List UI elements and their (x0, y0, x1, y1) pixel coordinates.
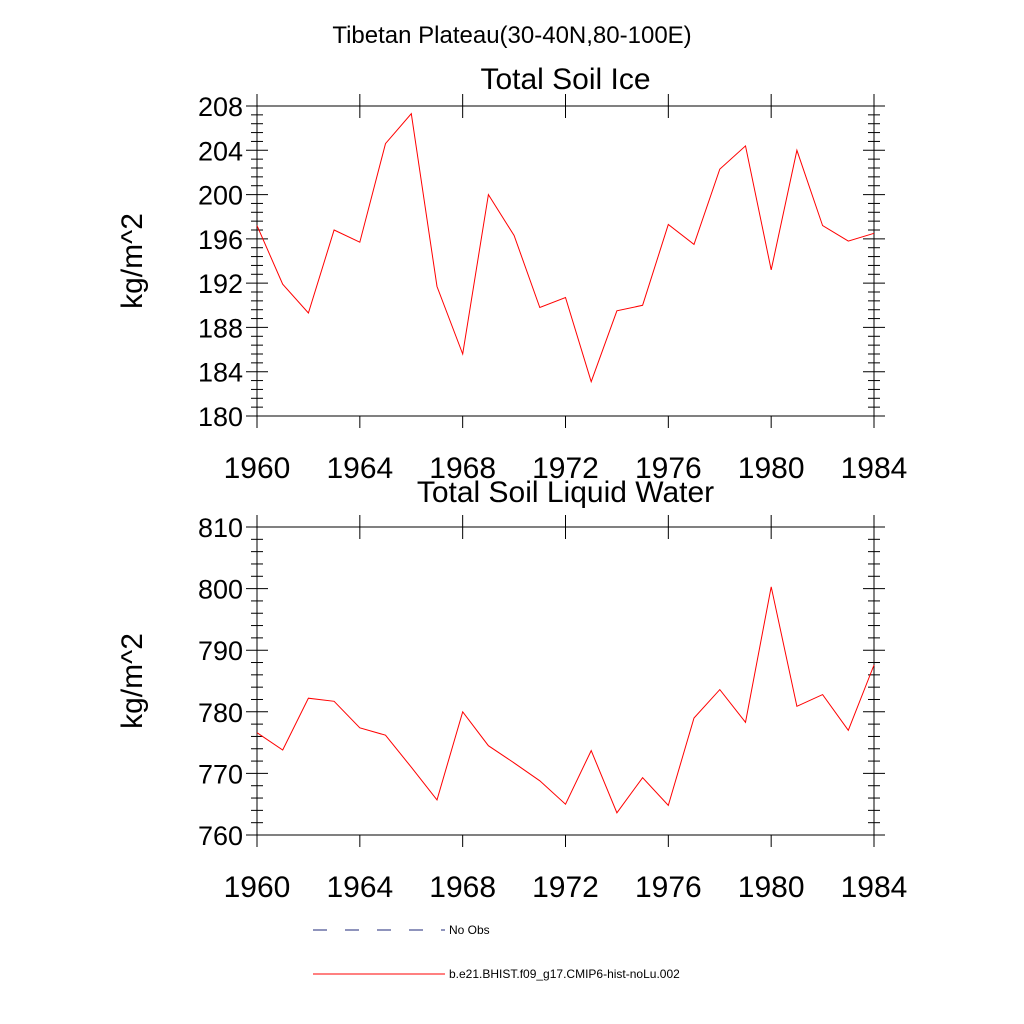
x-tick-label: 1960 (224, 871, 291, 904)
y-tick-label: 180 (198, 402, 243, 432)
plot-frame (256, 526, 875, 836)
legend: No Obs b.e21.BHIST.f09_g17.CMIP6-hist-no… (313, 923, 680, 981)
series-line (256, 586, 875, 814)
y-tick-label: 800 (198, 575, 243, 605)
x-tick-label: 1980 (738, 871, 805, 904)
y-tick-label: 204 (198, 136, 243, 166)
y-tick-label: 196 (198, 225, 243, 255)
legend-obs-label: No Obs (449, 923, 490, 937)
y-tick-label: 770 (198, 759, 243, 789)
y-tick-label: 760 (198, 821, 243, 851)
y-tick-label: 208 (198, 92, 243, 122)
y-tick-label: 790 (198, 636, 243, 666)
x-tick-label: 1984 (841, 871, 908, 904)
x-tick-label: 1968 (429, 871, 496, 904)
y-tick-label: 810 (198, 513, 243, 543)
y-tick-label: 188 (198, 313, 243, 343)
y-tick-label: 200 (198, 181, 243, 211)
panel-title: Total Soil Liquid Water (417, 476, 714, 509)
x-tick-label: 1968 (429, 452, 496, 485)
y-tick-label: 780 (198, 698, 243, 728)
x-tick-label: 1980 (738, 452, 805, 485)
x-tick-label: 1976 (635, 871, 702, 904)
x-tick-label: 1984 (841, 452, 908, 485)
legend-model-label: b.e21.BHIST.f09_g17.CMIP6-hist-noLu.002 (449, 967, 680, 981)
y-axis-label: kg/m^2 (116, 213, 149, 309)
panel-total-soil-ice: Total Soil Ice 180 184 188 192 196 200 204 208 19… (116, 63, 907, 485)
x-tick-label: 1972 (532, 871, 599, 904)
y-axis-label: kg/m^2 (116, 633, 149, 729)
x-tick-label: 1964 (326, 452, 393, 485)
x-tick-label: 1964 (326, 871, 393, 904)
x-tick-label: 1976 (635, 452, 702, 485)
series-line (256, 112, 875, 384)
x-tick-label: 1972 (532, 452, 599, 485)
x-tick-label: 1960 (224, 452, 291, 485)
panel-title: Total Soil Ice (480, 63, 650, 96)
y-tick-label: 184 (198, 358, 243, 388)
figure-suptitle: Tibetan Plateau(30-40N,80-100E) (332, 22, 691, 49)
panel-total-soil-liquid-water: Total Soil Liquid Water 760 770 780 790 800 81… (116, 476, 907, 904)
y-tick-label: 192 (198, 269, 243, 299)
plot-frame (256, 105, 875, 417)
